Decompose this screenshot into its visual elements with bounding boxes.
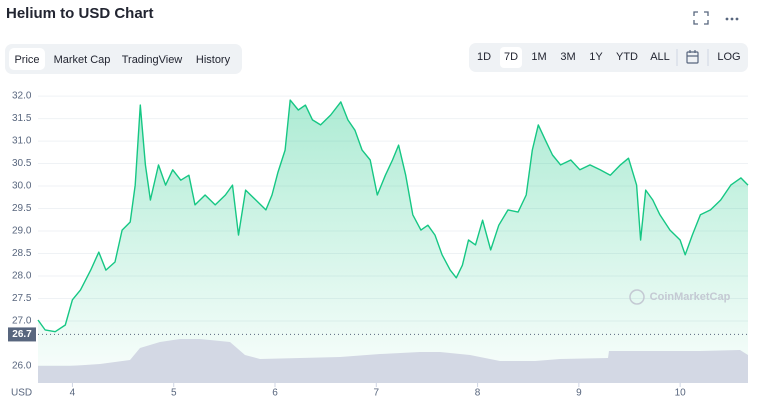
- volume-area: [38, 339, 748, 383]
- tab[interactable]: TradingView: [122, 54, 183, 66]
- range-button[interactable]: 1M: [531, 51, 546, 63]
- y-tick-label: 28.5: [12, 248, 32, 259]
- tab[interactable]: Market Cap: [54, 54, 111, 66]
- fullscreen-icon[interactable]: [693, 11, 709, 25]
- title: Helium to USD Chart: [6, 5, 154, 22]
- y-tick-label: 27.0: [12, 316, 32, 327]
- y-tick-label: 29.5: [12, 203, 32, 214]
- range-button[interactable]: YTD: [616, 51, 638, 63]
- x-tick-label: 8: [475, 388, 481, 399]
- x-tick-label: 6: [272, 388, 278, 399]
- x-tick-label: 9: [576, 388, 582, 399]
- price-line: [37, 99, 749, 333]
- x-tick-label: 7: [374, 388, 380, 399]
- range-button[interactable]: 3M: [560, 51, 575, 63]
- tab[interactable]: History: [196, 54, 231, 66]
- y-tick-label: 31.5: [12, 113, 32, 124]
- range-button[interactable]: 1D: [477, 51, 491, 63]
- watermark-logo: [629, 289, 645, 305]
- more-icon[interactable]: [725, 17, 739, 21]
- y-tick-label: 29.0: [12, 226, 32, 237]
- range-button[interactable]: 7D: [504, 51, 518, 63]
- tab-selected: [9, 48, 45, 70]
- y-tick-label: 30.0: [12, 181, 32, 192]
- watermark: CoinMarketCap: [650, 291, 731, 303]
- y-tick-label: 31.0: [12, 136, 32, 147]
- x-tick-label: 10: [675, 388, 687, 399]
- y-tick-label: 27.5: [12, 293, 32, 304]
- price-area: [38, 100, 748, 383]
- y-tick-label: 28.0: [12, 271, 32, 282]
- axis-unit: USD: [11, 388, 32, 399]
- calendar-icon[interactable]: [686, 50, 699, 64]
- current-price-box: [8, 327, 36, 342]
- tab-group: [5, 44, 242, 74]
- range-selected: [500, 47, 522, 68]
- y-tick-label: 30.5: [12, 158, 32, 169]
- x-tick-label: 4: [70, 388, 76, 399]
- y-tick-label: 26.0: [12, 361, 32, 372]
- x-tick-label: 5: [171, 388, 177, 399]
- range-group: [469, 43, 748, 72]
- y-tick-label: 32.0: [12, 91, 32, 102]
- current-price-label: 26.7: [12, 329, 32, 340]
- range-button[interactable]: 1Y: [589, 51, 603, 63]
- log-button[interactable]: LOG: [717, 51, 740, 63]
- range-button[interactable]: ALL: [650, 51, 670, 63]
- tab[interactable]: Price: [14, 54, 39, 66]
